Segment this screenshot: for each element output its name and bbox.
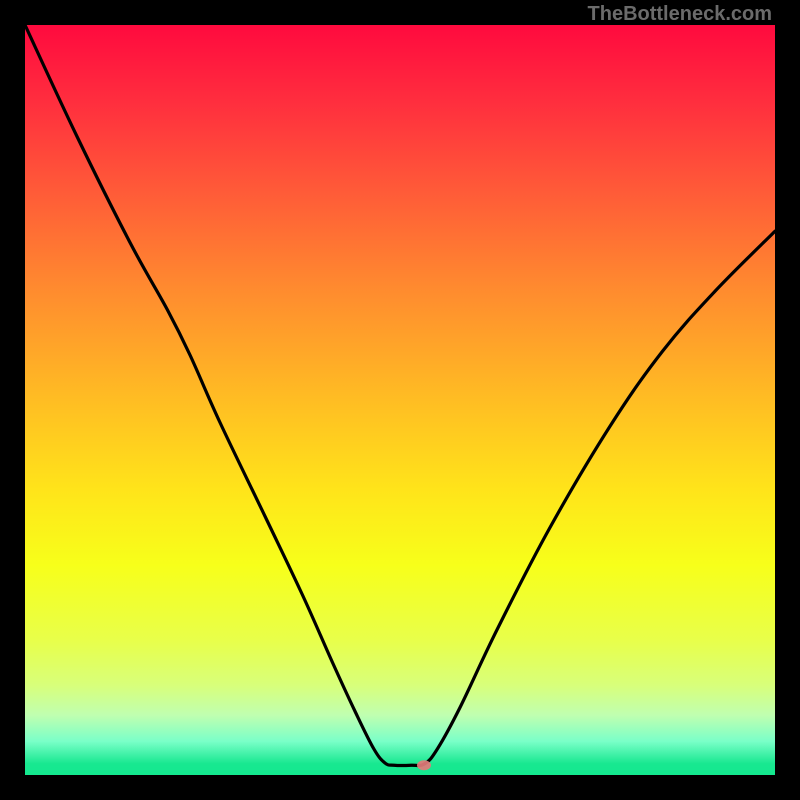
watermark-text: TheBottleneck.com xyxy=(588,3,772,26)
plot-area xyxy=(25,25,775,775)
curve-layer xyxy=(25,25,775,775)
chart-frame: TheBottleneck.com xyxy=(0,0,800,800)
marker-dot xyxy=(417,760,431,770)
bottleneck-curve xyxy=(25,25,775,766)
